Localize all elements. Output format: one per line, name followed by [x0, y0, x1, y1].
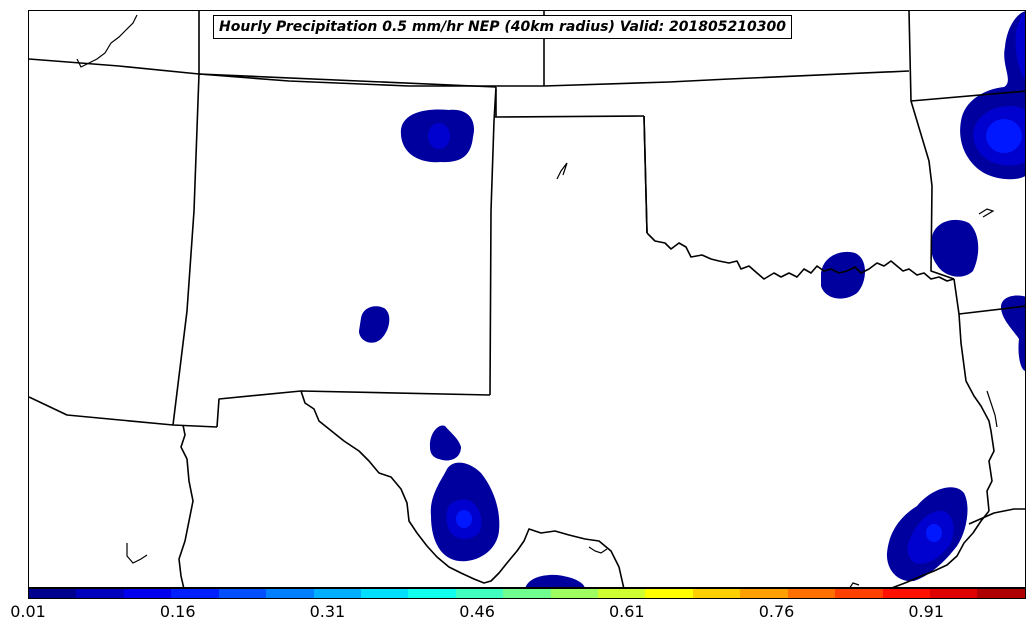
precip-area [1001, 295, 1025, 371]
precip-area [1015, 12, 1025, 80]
colorbar-segment [692, 589, 741, 598]
precip-core [986, 119, 1022, 153]
precip-area [931, 219, 979, 277]
colorbar-segment [503, 589, 551, 598]
coastline-details [76, 14, 998, 587]
colorbar-segment [598, 589, 646, 598]
precip-area [821, 251, 865, 299]
colorbar-segment [550, 589, 599, 598]
colorbar-segment [29, 589, 77, 598]
colorbar-segment [408, 589, 456, 598]
state-boundaries [29, 11, 1025, 587]
precip-core [456, 510, 472, 528]
colorbar-tick-label: 0.16 [159, 602, 196, 621]
colorbar-tick-label: 0.31 [309, 602, 346, 621]
colorbar-segment [787, 589, 836, 598]
colorbar-ticks: 0.01 0.16 0.31 0.46 0.61 0.76 0.91 [10, 599, 1026, 629]
colorbar-segment [930, 589, 978, 598]
colorbar-tick-label: 0.46 [459, 602, 495, 621]
precip-area [525, 574, 585, 587]
colorbar-segment [977, 589, 1025, 598]
precip-core [926, 524, 942, 542]
colorbar-tick-label: 0.91 [908, 602, 944, 621]
colorbar-segment [218, 589, 267, 598]
colorbar [28, 588, 1026, 599]
precip-field [359, 11, 1025, 587]
colorbar-segment [835, 589, 883, 598]
colorbar-tick-label: 0.76 [758, 602, 795, 621]
precip-area [359, 306, 390, 343]
colorbar-segment [882, 589, 931, 598]
colorbar-segment [455, 589, 504, 598]
colorbar-segment [266, 589, 314, 598]
map-panel [28, 10, 1026, 588]
colorbar-tick-label: 0.01 [10, 602, 46, 621]
colorbar-segment [313, 589, 361, 598]
colorbar-segment [76, 589, 124, 598]
precip-core [428, 123, 450, 149]
map-title: Hourly Precipitation 0.5 mm/hr NEP (40km… [213, 15, 792, 39]
colorbar-segment [645, 589, 693, 598]
colorbar-segment [360, 589, 409, 598]
colorbar-segment [171, 589, 219, 598]
colorbar-segment [740, 589, 788, 598]
colorbar-segment [123, 589, 172, 598]
map-canvas [29, 11, 1025, 587]
precip-area [429, 425, 461, 461]
colorbar-tick-label: 0.61 [608, 602, 645, 621]
